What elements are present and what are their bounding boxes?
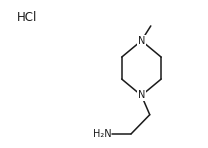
Text: HCl: HCl (17, 11, 37, 24)
Text: H₂N: H₂N (93, 129, 111, 139)
Text: N: N (138, 36, 145, 46)
Text: N: N (138, 90, 145, 100)
